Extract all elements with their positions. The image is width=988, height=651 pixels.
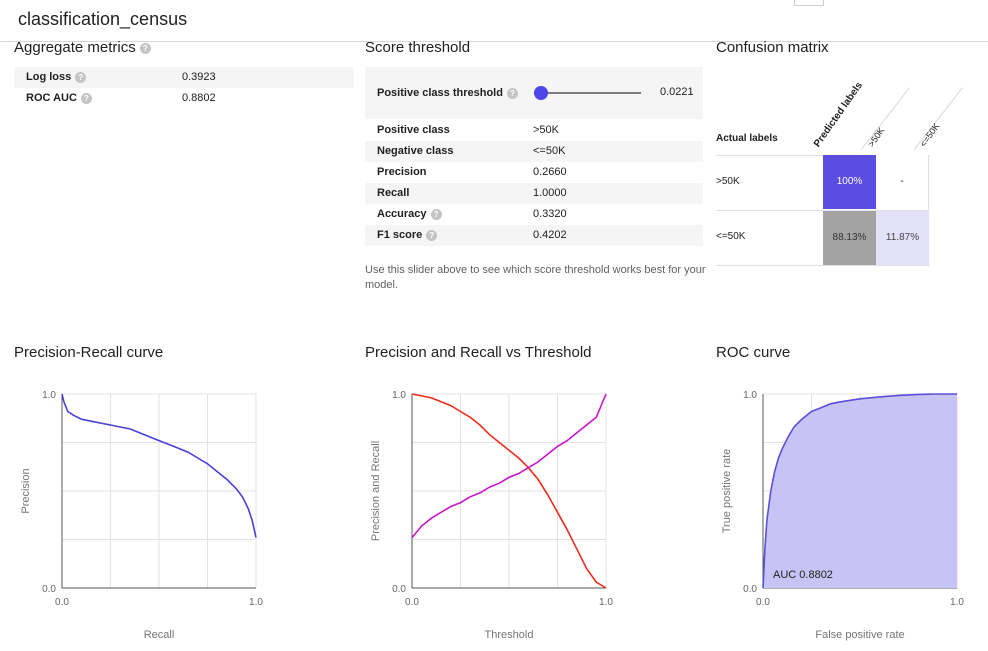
metric-label-text: Negative class xyxy=(377,145,454,157)
slider-track[interactable] xyxy=(537,92,641,94)
aggregate-metrics-title: Aggregate metrics? xyxy=(14,39,151,56)
x-tick-label: 0.0 xyxy=(405,597,419,608)
x-axis-label: False positive rate xyxy=(815,629,904,641)
log-loss-label: Log loss xyxy=(26,71,72,83)
table-row: Positive class >50K xyxy=(365,120,703,141)
metric-label-text: F1 score xyxy=(377,229,423,241)
slider-label-text: Positive class threshold xyxy=(377,87,503,99)
table-row: Log loss? 0.3923 xyxy=(14,67,354,88)
metric-label: F1 score? xyxy=(377,229,438,241)
metric-value: >50K xyxy=(533,124,559,136)
table-row: Precision 0.2660 xyxy=(365,162,703,183)
aggregate-metrics-heading: Aggregate metrics xyxy=(14,39,136,56)
row-label-le50k: <=50K xyxy=(716,231,746,242)
help-icon[interactable]: ? xyxy=(75,71,87,83)
table-row: F1 score? 0.4202 xyxy=(365,225,703,246)
help-icon[interactable]: ? xyxy=(506,87,518,99)
series-line-precision xyxy=(61,393,257,538)
actual-labels-heading: Actual labels xyxy=(716,133,778,144)
metric-label: Positive class xyxy=(377,124,450,136)
log-loss-value: 0.3923 xyxy=(182,71,216,83)
roc-curve-chart: 0.0 1.0 0.0 1.0 False positive rate True posi… xyxy=(721,390,964,641)
series-line-recall xyxy=(411,393,607,589)
table-row: Recall 1.0000 xyxy=(365,183,703,204)
threshold-slider[interactable] xyxy=(532,86,642,100)
metric-label-text: Positive class xyxy=(377,124,450,136)
help-icon[interactable]: ? xyxy=(80,92,92,104)
metric-label-text: Accuracy xyxy=(377,208,427,220)
y-axis-label: Precision and Recall xyxy=(370,441,382,541)
metric-value: <=50K xyxy=(533,145,566,157)
x-tick-label: 0.0 xyxy=(55,597,69,608)
column-label-le50k: <=50K xyxy=(918,121,942,149)
x-tick-label: 1.0 xyxy=(599,597,613,608)
roc-curve-title: ROC curve xyxy=(716,344,791,361)
metric-value: 1.0000 xyxy=(533,187,567,199)
help-icon[interactable]: ? xyxy=(426,229,438,241)
metric-value: 0.3320 xyxy=(533,208,567,220)
column-label-gt50k: >50K xyxy=(866,125,887,149)
metric-value: 0.2660 xyxy=(533,166,567,178)
threshold-slider-panel: Positive class threshold? 0.0221 xyxy=(365,67,703,119)
help-icon[interactable]: ? xyxy=(139,42,151,54)
x-axis-label: Recall xyxy=(144,629,175,641)
y-tick-label: 0.0 xyxy=(392,584,406,595)
roc-auc-label: ROC AUC xyxy=(26,92,77,104)
table-row: ROC AUC? 0.8802 xyxy=(14,88,354,109)
predicted-labels-heading: Predicted labels xyxy=(812,80,866,150)
y-tick-label: 1.0 xyxy=(42,390,56,401)
help-icon[interactable]: ? xyxy=(430,208,442,220)
metric-label: Accuracy? xyxy=(377,208,442,220)
score-threshold-title: Score threshold xyxy=(365,39,471,56)
series-line-roc xyxy=(762,393,957,589)
metric-label: Negative class xyxy=(377,145,453,157)
matrix-cell: 11.87% xyxy=(876,211,929,265)
y-tick-label: 0.0 xyxy=(743,584,757,595)
metric-label: Precision xyxy=(377,166,427,178)
top-tab-handle[interactable] xyxy=(794,0,824,6)
row-label-gt50k: >50K xyxy=(716,176,740,187)
threshold-note: Use this slider above to see which score… xyxy=(365,264,706,291)
confusion-matrix-title: Confusion matrix xyxy=(716,39,829,56)
pr-curve-chart: 0.0 1.0 0.0 1.0 Recall Precision xyxy=(20,390,263,641)
x-tick-label: 0.0 xyxy=(756,597,770,608)
metric-label-text: Recall xyxy=(377,187,410,199)
metric-value: 0.4202 xyxy=(533,229,567,241)
matrix-cell: 88.13% xyxy=(823,211,876,265)
y-tick-label: 0.0 xyxy=(42,584,56,595)
slider-value: 0.0221 xyxy=(660,86,694,98)
x-tick-label: 1.0 xyxy=(249,597,263,608)
roc-auc-value: 0.8802 xyxy=(182,92,216,104)
threshold-metrics-table: Positive class >50K Negative class <=50K Pre… xyxy=(365,120,703,246)
top-bar: classification_census xyxy=(0,0,988,42)
table-row: Accuracy? 0.3320 xyxy=(365,204,703,225)
x-axis-label: Threshold xyxy=(485,629,534,641)
series-area-roc xyxy=(763,394,957,588)
pr-threshold-title: Precision and Recall vs Threshold xyxy=(365,344,592,361)
app-title: classification_census xyxy=(18,9,188,29)
metric-label: ROC AUC? xyxy=(26,92,92,104)
x-tick-label: 1.0 xyxy=(950,597,964,608)
matrix-cell: 100% xyxy=(823,155,876,209)
auc-annotation: AUC 0.8802 xyxy=(773,569,833,581)
pr-curve-title: Precision-Recall curve xyxy=(14,344,164,361)
slider-thumb[interactable] xyxy=(534,86,549,100)
series-line-precision xyxy=(411,393,607,539)
y-tick-label: 1.0 xyxy=(743,390,757,401)
y-axis-label: Precision xyxy=(20,468,32,513)
matrix-cell: - xyxy=(876,155,929,209)
divider xyxy=(716,265,930,266)
slider-label: Positive class threshold? xyxy=(377,87,518,99)
metric-label: Log loss? xyxy=(26,71,87,83)
divider xyxy=(716,210,930,211)
metric-label-text: Precision xyxy=(377,166,427,178)
table-row: Negative class <=50K xyxy=(365,141,703,162)
pr-threshold-chart: 0.0 1.0 0.0 1.0 Threshold Precision and Recal… xyxy=(370,390,613,641)
y-axis-label: True positive rate xyxy=(721,449,733,534)
y-tick-label: 1.0 xyxy=(392,390,406,401)
metric-label: Recall xyxy=(377,187,409,199)
aggregate-metrics-table: Log loss? 0.3923 ROC AUC? 0.8802 xyxy=(14,67,354,109)
